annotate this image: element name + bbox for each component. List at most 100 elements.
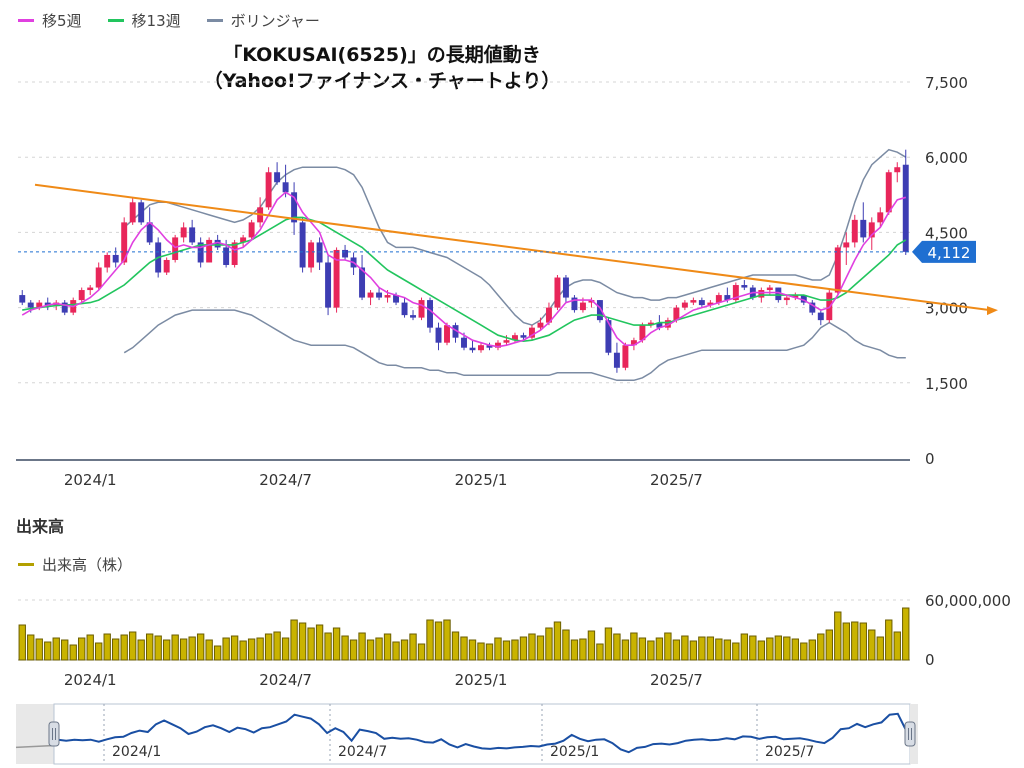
bollinger-upper-line [123,148,907,326]
volume-bar [468,639,477,661]
volume-bar [213,645,222,661]
candle [104,254,111,268]
candle [579,302,586,311]
y-tick-label: 0 [925,450,935,468]
candle [333,249,340,308]
volume-bar [341,635,349,661]
candle [902,164,909,252]
candle [308,242,315,268]
candle [197,242,204,263]
volume-bar [536,635,545,661]
volume-x-tick-label: 2024/1 [64,671,117,689]
candle [571,297,578,311]
candle [639,325,646,341]
volume-bar [502,640,511,661]
volume-bar [443,619,451,661]
volume-bar [647,640,655,661]
candle [129,202,136,223]
candle [444,325,450,343]
candle [367,292,374,298]
candle [486,345,493,348]
current-price-badge [912,240,976,263]
volume-bar [800,642,808,661]
navigator-tick-label: 2024/1 [112,744,161,760]
volume-bar [817,633,825,661]
candle [189,227,196,243]
candle [206,239,213,263]
candle [342,249,349,258]
volume-bar [196,633,205,661]
volume-bar [324,632,332,661]
chart-legend: 移5週 移13週 ボリンジャー [18,10,320,31]
volume-bar [95,642,103,661]
candle [724,295,731,301]
volume-bar [562,629,570,661]
candle [469,347,476,351]
candle [36,302,43,308]
volume-bar [35,638,43,661]
volume-legend[interactable]: 出来高（株） [18,554,132,575]
chart-title: 「KOKUSAI(6525)」の長期値動き [223,44,541,66]
candle [401,302,408,316]
chart-subtitle: （Yahoo!ファイナンス・チャートより） [203,70,561,92]
candle [121,222,128,263]
volume-bar [672,639,681,661]
candle [690,300,697,303]
candle [885,172,892,213]
candle [503,340,510,343]
volume-bar [893,631,901,661]
volume-bar [103,633,111,661]
candle [274,172,281,183]
price-chart[interactable]: 7,500 6,000 4,500 3,000 1,500 0 2024/1 2024/7 20… [0,0,1024,500]
candle [537,322,544,328]
volume-bar [239,640,247,661]
volume-bar [774,635,783,661]
legend-item-ma13[interactable]: 移13週 [107,10,181,31]
candle [393,295,400,303]
volume-bar [511,639,519,661]
candle [664,320,671,328]
candle [732,285,739,301]
volume-bar [494,637,502,661]
volume-bar [205,639,213,661]
legend-item-ma5[interactable]: 移5週 [18,10,82,31]
volume-bar [120,634,128,661]
legend-label-bollinger: ボリンジャー [230,12,320,30]
volume-bar [477,642,485,661]
volume-bar [307,627,315,661]
candle [95,267,102,288]
volume-bar [179,638,188,661]
volume-bar [188,636,196,661]
volume-bar [145,633,154,661]
volume-bar [766,637,774,661]
candle [87,287,94,291]
candle [656,322,663,328]
legend-swatch-bollinger [206,19,223,22]
candle [741,285,748,288]
candle [172,237,179,260]
legend-swatch-ma13 [107,19,124,22]
volume-bar [553,621,562,661]
legend-label-ma5: 移5週 [42,12,82,30]
candle [707,302,714,306]
volume-bar [698,636,706,661]
volume-legend-label: 出来高（株） [42,556,133,574]
volume-bar [349,639,358,661]
y-tick-label: 7,500 [925,74,968,92]
volume-bar [859,622,867,661]
volume-bar [417,643,426,661]
volume-bar [834,611,842,661]
legend-swatch-ma5 [18,19,34,22]
volume-bar [52,637,60,661]
volume-bar [851,621,859,661]
candle [180,227,187,238]
candle [44,302,51,306]
range-navigator[interactable]: 2024/1 2024/7 2025/1 2025/7 [0,700,1024,768]
legend-item-bollinger[interactable]: ボリンジャー [206,10,320,31]
candle [214,239,221,248]
volume-bar [409,633,417,661]
candle [545,307,552,323]
volume-bar [129,631,137,661]
candle [495,342,501,348]
candle [163,259,170,273]
